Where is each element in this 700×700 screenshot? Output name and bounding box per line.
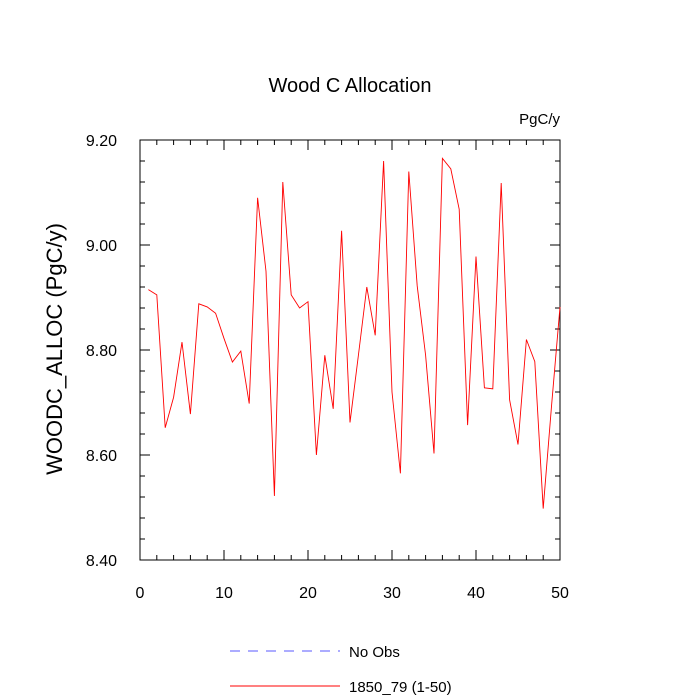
y-tick-label: 8.40 — [86, 553, 117, 570]
x-tick-label: 20 — [299, 585, 317, 602]
x-tick-label: 30 — [383, 585, 401, 602]
axes: 0 10 20 30 40 50 8.40 8.60 8.80 9.00 9.20 — [86, 133, 569, 602]
y-tick-label: 9.00 — [86, 238, 117, 255]
y-tick-label: 8.80 — [86, 343, 117, 360]
plot-area — [148, 157, 561, 509]
legend-label: No Obs — [349, 644, 400, 661]
x-tick-label: 10 — [215, 585, 233, 602]
chart-title: Wood C Allocation — [268, 75, 431, 97]
plot-frame — [139, 139, 561, 561]
legend-label: 1850_79 (1-50) — [349, 679, 452, 696]
y-tick-label: 9.20 — [86, 133, 117, 150]
x-tick-label: 40 — [467, 585, 485, 602]
x-tick-label: 50 — [551, 585, 569, 602]
y-tick-label: 8.60 — [86, 448, 117, 465]
x-tick-label: 0 — [136, 585, 145, 602]
y-axis-label: WOODC_ALLOC (PgC/y) — [42, 223, 67, 475]
series-line — [148, 157, 561, 509]
legend: No Obs 1850_79 (1-50) — [230, 644, 452, 696]
units-label: PgC/y — [519, 111, 560, 128]
